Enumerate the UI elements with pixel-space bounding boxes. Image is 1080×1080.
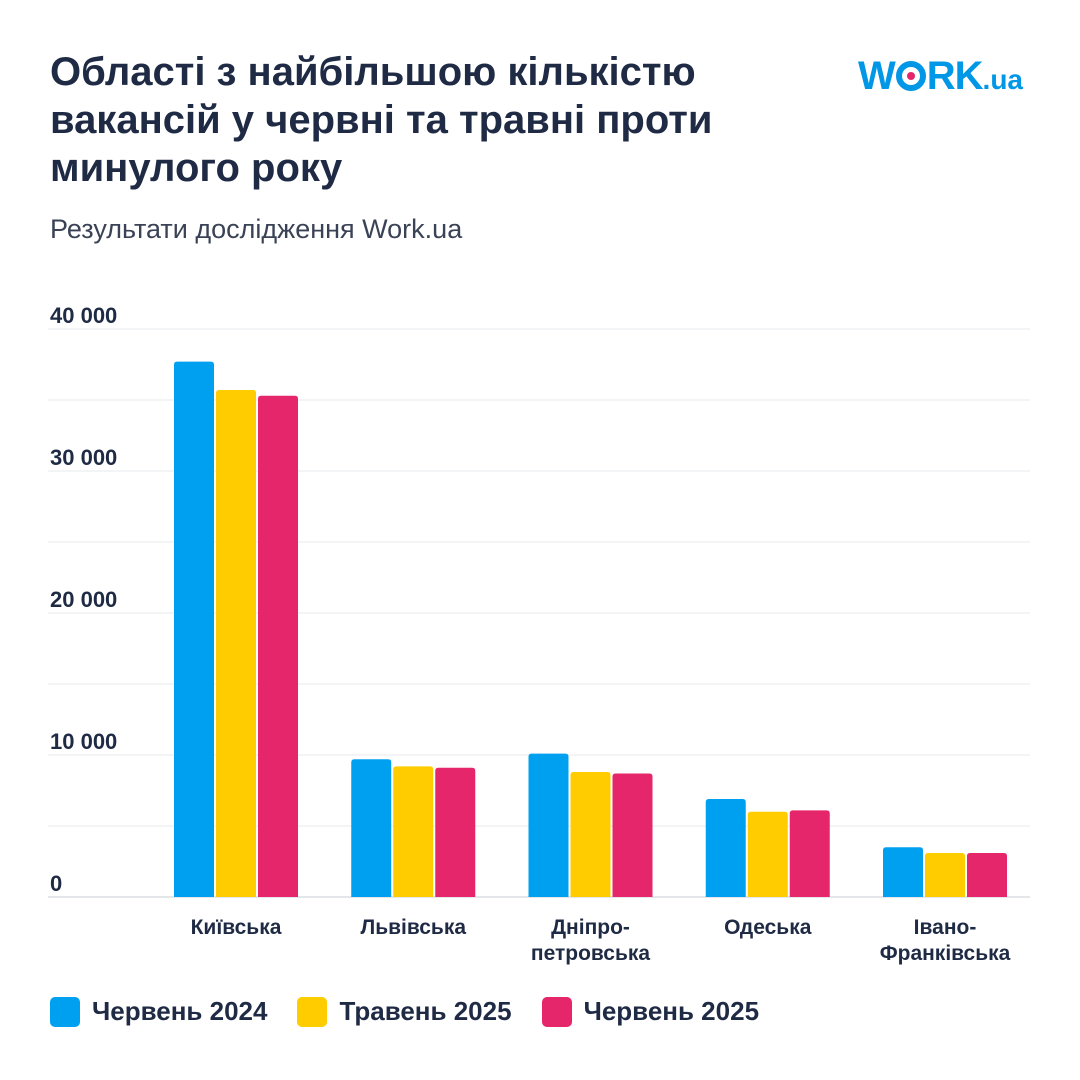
bar: [216, 390, 256, 897]
chart-subtitle: Результати дослідження Work.ua: [50, 214, 463, 244]
bar: [570, 772, 611, 897]
y-tick-label: 0: [50, 871, 62, 896]
bar: [789, 810, 830, 897]
x-tick-label: Івано-Франківська: [880, 916, 1011, 965]
work-ua-logo: W RK.ua: [858, 54, 1024, 98]
legend-item: Червень 2024: [50, 996, 267, 1027]
bar: [528, 753, 569, 897]
bar: [967, 852, 1007, 897]
bar: [925, 852, 965, 897]
legend-swatch: [297, 996, 328, 1027]
chart-title: Області з найбільшою кількістю вакансій …: [50, 50, 713, 190]
x-tick-label: Київська: [191, 916, 282, 939]
legend-label: Червень 2024: [92, 996, 268, 1026]
y-tick-label: 40 000: [50, 303, 117, 328]
bar-chart: 0 10 000 20 000 30 000 40 000 Київська Львівсь…: [48, 303, 1030, 965]
bar: [393, 766, 434, 897]
bar: [258, 395, 298, 897]
bar: [351, 759, 392, 897]
bar: [747, 811, 788, 897]
x-tick-label: Одеська: [724, 916, 812, 939]
bar: [883, 847, 923, 897]
chart-legend: Червень 2024 Травень 2025 Червень 2025: [50, 996, 759, 1027]
bar: [174, 361, 214, 897]
y-tick-label: 10 000: [50, 729, 117, 754]
legend-swatch: [541, 996, 572, 1027]
bar: [705, 799, 746, 897]
x-tick-label: Дніпро-петровська: [531, 916, 651, 965]
legend-item: Травень 2025: [297, 996, 512, 1027]
legend-label: Травень 2025: [339, 996, 512, 1026]
bar: [612, 773, 653, 897]
y-tick-label: 20 000: [50, 587, 117, 612]
legend-label: Червень 2025: [583, 996, 760, 1026]
legend-swatch: [50, 996, 80, 1027]
bar: [435, 767, 476, 897]
x-tick-label: Львівська: [360, 916, 466, 939]
legend-item: Червень 2025: [541, 996, 760, 1027]
y-tick-label: 30 000: [50, 445, 117, 470]
